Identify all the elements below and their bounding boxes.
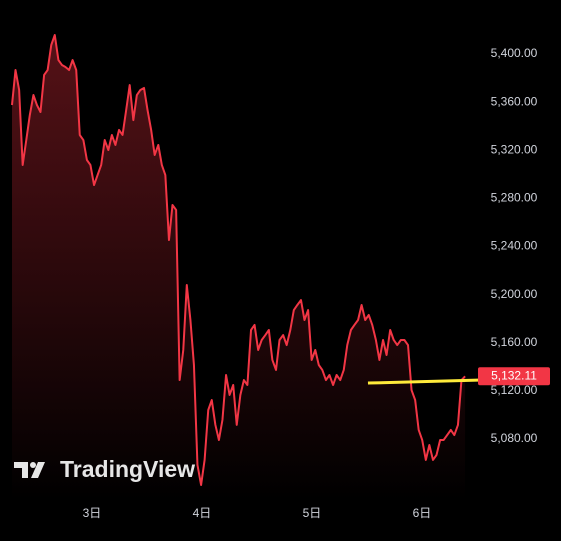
area-fill bbox=[11, 35, 466, 500]
logo-mark bbox=[30, 462, 36, 468]
plot-area bbox=[10, 34, 466, 500]
y-tick-label: 5,360.00 bbox=[491, 94, 538, 108]
price-line bbox=[10, 34, 466, 486]
x-tick-label: 5日 bbox=[303, 506, 322, 520]
last-price-box bbox=[478, 367, 550, 386]
last-price-label: 5,132.11 bbox=[491, 368, 537, 382]
x-tick-label: 3日 bbox=[83, 506, 102, 520]
y-tick-label: 5,280.00 bbox=[491, 191, 538, 205]
y-tick-label: 5,160.00 bbox=[491, 335, 538, 349]
y-tick-label: 5,320.00 bbox=[491, 142, 538, 156]
y-tick-label: 5,120.00 bbox=[491, 383, 538, 397]
logo-mark bbox=[31, 462, 45, 478]
watermark-logo: TradingView bbox=[14, 456, 195, 482]
x-tick-label: 6日 bbox=[413, 506, 432, 520]
x-tick-label: 4日 bbox=[193, 506, 212, 520]
y-tick-label: 5,200.00 bbox=[491, 287, 538, 301]
trend-line bbox=[367, 378, 482, 385]
logo-mark bbox=[14, 462, 28, 478]
y-tick-label: 5,240.00 bbox=[491, 239, 538, 253]
y-tick-label: 5,080.00 bbox=[491, 431, 538, 445]
y-tick-label: 5,400.00 bbox=[491, 46, 538, 60]
watermark: TradingView bbox=[60, 456, 195, 482]
